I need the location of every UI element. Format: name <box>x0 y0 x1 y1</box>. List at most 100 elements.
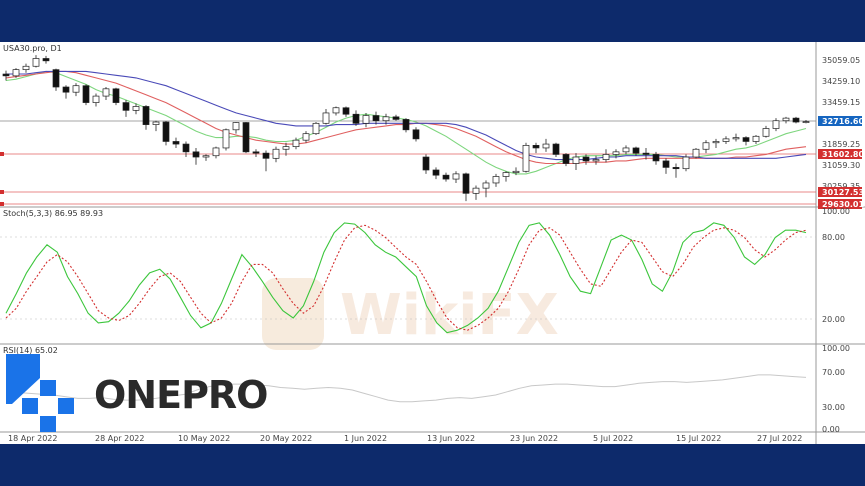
candle <box>112 87 120 106</box>
date-tick: 27 Jul 2022 <box>757 434 802 443</box>
candle <box>692 147 700 159</box>
candle <box>772 118 780 132</box>
candle <box>782 116 790 124</box>
candle <box>442 172 450 182</box>
date-tick: 5 Jul 2022 <box>593 434 633 443</box>
candle-body <box>282 146 290 150</box>
price-tag-text: 30127.53 <box>822 188 864 197</box>
candle <box>162 120 170 146</box>
candle <box>322 109 330 125</box>
candle <box>342 106 350 117</box>
candle-body <box>272 148 280 159</box>
candle-body <box>292 139 300 148</box>
candle <box>602 149 610 163</box>
candle <box>662 158 670 174</box>
candle-body <box>32 58 40 67</box>
rsi-tick: 0.00 <box>822 425 840 434</box>
candle-body <box>502 172 510 177</box>
logo-mark-icon <box>6 354 40 404</box>
candle-body <box>2 73 10 77</box>
candle <box>472 185 480 200</box>
candle-body <box>102 88 110 97</box>
candle-body <box>132 106 140 111</box>
date-axis: 18 Apr 2022 28 Apr 2022 10 May 2022 20 M… <box>8 434 802 443</box>
price-tick: 30259.35 <box>822 182 860 191</box>
candle <box>672 163 680 178</box>
rsi-axis: 100.00 70.00 30.00 0.00 <box>822 344 850 434</box>
candle <box>2 70 10 81</box>
candle <box>362 112 370 128</box>
level-marker <box>0 190 4 194</box>
candle-body <box>522 145 530 172</box>
candle-body <box>232 122 240 131</box>
candle <box>702 140 710 154</box>
candle <box>532 142 540 154</box>
stoch-tick: 100.00 <box>822 207 850 216</box>
candle-body <box>722 138 730 142</box>
candle-body <box>402 119 410 131</box>
candle-body <box>792 117 800 123</box>
logo-mark-icon <box>40 416 56 432</box>
candle <box>302 131 310 143</box>
candle <box>292 137 300 150</box>
candle-body <box>192 151 200 158</box>
candle <box>172 137 180 148</box>
candle-body <box>482 182 490 189</box>
price-tag-text: 32716.60 <box>822 117 864 126</box>
candle <box>182 141 190 158</box>
candle <box>242 122 250 154</box>
candle-body <box>162 121 170 142</box>
candle-body <box>702 142 710 150</box>
candle-body <box>252 151 260 154</box>
candle-body <box>782 117 790 122</box>
candle-body <box>512 170 520 173</box>
logo-mark-icon <box>40 380 56 396</box>
logo-wordmark: ONEPRO <box>94 373 267 417</box>
candle-body <box>562 154 570 164</box>
candle-body <box>572 156 580 164</box>
stoch-signal-line <box>5 224 807 331</box>
candle <box>792 116 800 124</box>
price-tag-text: 31602.80 <box>822 150 864 159</box>
candle <box>512 167 520 176</box>
candle <box>202 154 210 161</box>
candle <box>72 83 80 97</box>
candle-body <box>712 141 720 144</box>
candle-body <box>62 86 70 93</box>
candle-body <box>82 85 90 103</box>
candle-body <box>312 122 320 135</box>
candle <box>582 154 590 165</box>
candle <box>22 63 30 73</box>
candle-body <box>422 156 430 171</box>
wikifx-watermark: WikiFX <box>262 278 559 350</box>
stoch-tick: 80.00 <box>822 233 845 242</box>
logo-mark-icon <box>58 398 74 414</box>
price-tick: 33459.15 <box>822 98 860 107</box>
candle <box>612 149 620 159</box>
candle-body <box>622 147 630 153</box>
candle <box>92 93 100 107</box>
candle <box>712 138 720 148</box>
candle-body <box>552 143 560 155</box>
candle-body <box>732 137 740 140</box>
price-tick: 34259.10 <box>822 77 860 86</box>
candle <box>752 134 760 145</box>
candle <box>502 171 510 182</box>
candle-body <box>772 120 780 129</box>
candle <box>572 153 580 170</box>
candle-body <box>332 107 340 114</box>
candle-body <box>582 156 590 162</box>
candle-body <box>492 176 500 184</box>
price-tag-ma: 31602.80 <box>818 149 864 159</box>
candle <box>212 146 220 159</box>
onepro-logo: ONEPRO <box>6 354 268 432</box>
candle <box>392 114 400 121</box>
candle <box>622 145 630 155</box>
candle-body <box>802 121 810 123</box>
candle <box>802 119 810 124</box>
candle-body <box>662 160 670 168</box>
chart-canvas: WikiFX USA30.pro, D1 Stoch(5,3,3) 86.95 … <box>0 42 865 444</box>
candle-body <box>322 112 330 124</box>
candle <box>722 136 730 145</box>
candle <box>592 155 600 165</box>
